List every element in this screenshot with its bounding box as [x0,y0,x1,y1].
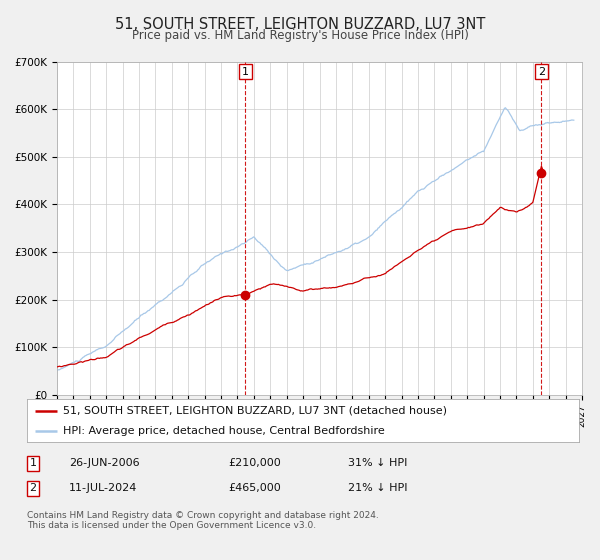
Text: Price paid vs. HM Land Registry's House Price Index (HPI): Price paid vs. HM Land Registry's House … [131,29,469,42]
Text: 31% ↓ HPI: 31% ↓ HPI [348,458,407,468]
Text: Contains HM Land Registry data © Crown copyright and database right 2024.
This d: Contains HM Land Registry data © Crown c… [27,511,379,530]
Text: 51, SOUTH STREET, LEIGHTON BUZZARD, LU7 3NT: 51, SOUTH STREET, LEIGHTON BUZZARD, LU7 … [115,17,485,32]
Text: 26-JUN-2006: 26-JUN-2006 [69,458,140,468]
Text: 11-JUL-2024: 11-JUL-2024 [69,483,137,493]
Text: 51, SOUTH STREET, LEIGHTON BUZZARD, LU7 3NT (detached house): 51, SOUTH STREET, LEIGHTON BUZZARD, LU7 … [63,406,447,416]
Text: 2: 2 [29,483,37,493]
Text: 21% ↓ HPI: 21% ↓ HPI [348,483,407,493]
Text: HPI: Average price, detached house, Central Bedfordshire: HPI: Average price, detached house, Cent… [63,427,385,436]
Text: £210,000: £210,000 [228,458,281,468]
Text: £465,000: £465,000 [228,483,281,493]
Text: 1: 1 [29,458,37,468]
Text: 2: 2 [538,67,545,77]
Text: 1: 1 [242,67,249,77]
